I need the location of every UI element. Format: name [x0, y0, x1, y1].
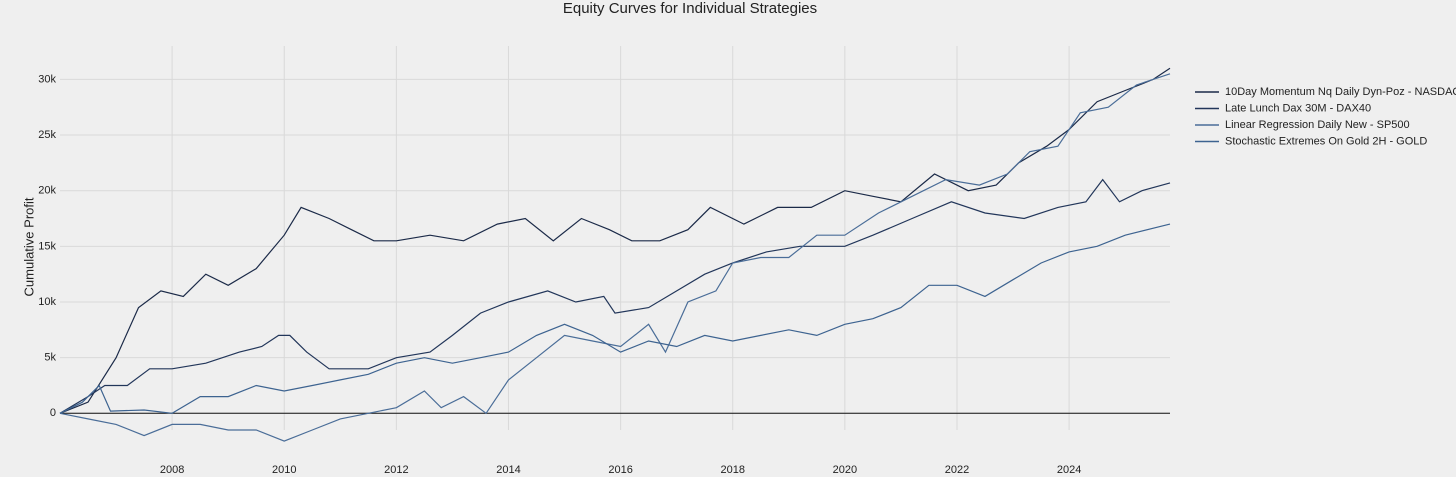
legend-label: 10Day Momentum Nq Daily Dyn-Poz - NASDAQ…	[1225, 86, 1456, 98]
y-tick-label: 15k	[38, 240, 56, 252]
x-tick-label: 2020	[833, 464, 857, 476]
y-tick-label: 30k	[38, 73, 56, 85]
x-tick-label: 2024	[1057, 464, 1081, 476]
series-line	[59, 223, 1171, 414]
y-tick-label: 20k	[38, 185, 56, 197]
x-tick-label: 2018	[720, 464, 744, 476]
series-line	[59, 67, 1171, 414]
legend-label: Late Lunch Dax 30M - DAX40	[1225, 102, 1371, 114]
legend-label: Linear Regression Daily New - SP500	[1225, 119, 1410, 131]
x-tick-label: 2022	[945, 464, 969, 476]
series-line	[59, 178, 1171, 414]
y-tick-label: 5k	[44, 352, 56, 364]
y-tick-label: 0	[50, 407, 56, 419]
x-tick-label: 2008	[160, 464, 184, 476]
x-tick-label: 2010	[272, 464, 296, 476]
x-tick-label: 2016	[608, 464, 632, 476]
chart-title: Equity Curves for Individual Strategies	[563, 0, 817, 17]
y-tick-label: 25k	[38, 129, 56, 141]
x-tick-label: 2012	[384, 464, 408, 476]
legend-label: Stochastic Extremes On Gold 2H - GOLD	[1225, 135, 1427, 147]
y-axis-label: Cumulative Profit	[21, 197, 36, 296]
x-tick-label: 2014	[496, 464, 520, 476]
y-tick-label: 10k	[38, 296, 56, 308]
